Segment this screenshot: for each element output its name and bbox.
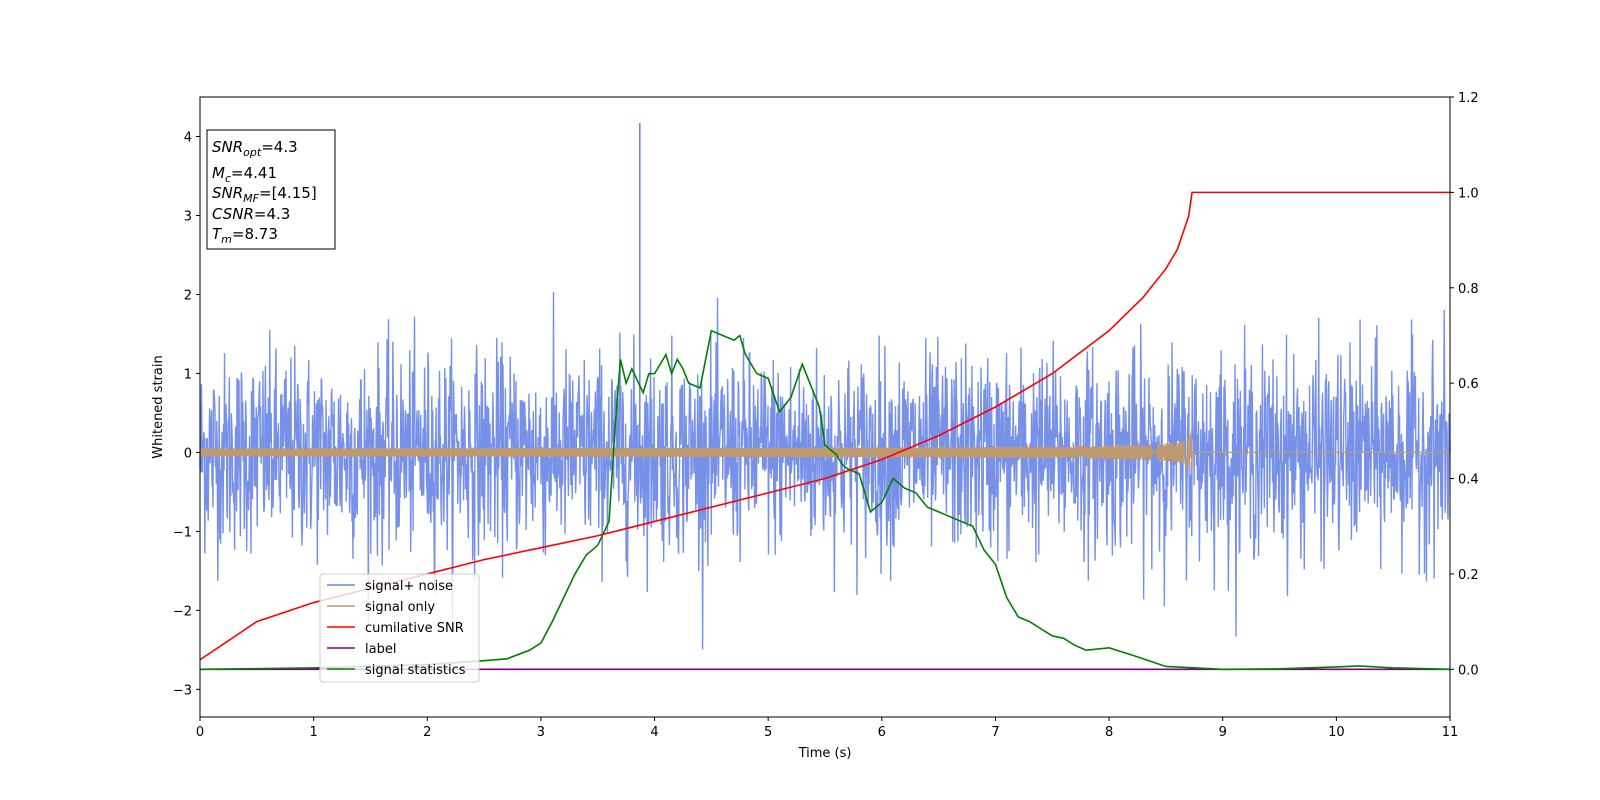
y2-tick-label: 0.8 xyxy=(1458,282,1479,297)
y-axis-right: 0.0 0.2 0.4 0.6 0.8 1.0 1.2 xyxy=(1450,91,1479,678)
y-tick-label: 3 xyxy=(184,209,192,224)
legend: signal+ noise signal only cumilative SNR… xyxy=(319,573,480,683)
x-tick-label: 1 xyxy=(309,725,317,740)
x-tick-label: 11 xyxy=(1442,725,1459,740)
y-tick-label: −2 xyxy=(173,604,192,619)
y2-tick-label: 0.4 xyxy=(1458,473,1479,488)
info-box: SNRopt=4.3 Mc=4.41 SNRMF=[4.15] CSNR=4.3… xyxy=(206,129,336,250)
info-tm: Tm=8.73 xyxy=(212,225,278,246)
x-tick-label: 8 xyxy=(1105,725,1113,740)
plot-frame xyxy=(199,96,1451,718)
y2-tick-label: 0.0 xyxy=(1458,663,1479,678)
y-tick-label: 4 xyxy=(184,130,192,145)
signal-statistics-series-line xyxy=(199,329,1451,671)
x-tick-label: 0 xyxy=(196,725,204,740)
y2-tick-label: 0.6 xyxy=(1458,377,1479,392)
info-mc: Mc=4.41 xyxy=(212,164,277,185)
y2-tick-label: 0.2 xyxy=(1458,568,1479,583)
y-axis-title: Whitened strain xyxy=(151,355,166,458)
x-tick-label: 10 xyxy=(1328,725,1345,740)
y-tick-label: 2 xyxy=(184,288,192,303)
y-tick-label: −1 xyxy=(173,525,192,540)
x-tick-label: 5 xyxy=(764,725,772,740)
x-tick-label: 2 xyxy=(423,725,431,740)
y-tick-label: 0 xyxy=(184,446,192,461)
legend-label-signal-statistics: signal statistics xyxy=(365,663,466,678)
y-axis-left: −3 −2 −1 0 1 2 3 4 xyxy=(173,130,200,698)
legend-label-cumilative-snr: cumilative SNR xyxy=(365,621,464,636)
x-tick-label: 6 xyxy=(878,725,886,740)
legend-label-label: label xyxy=(365,642,396,657)
x-tick-label: 9 xyxy=(1219,725,1227,740)
legend-label-signal-only: signal only xyxy=(365,600,435,615)
signal-only-line xyxy=(199,430,1450,472)
legend-label-signal-plus-noise: signal+ noise xyxy=(365,579,453,594)
y2-tick-label: 1.0 xyxy=(1458,186,1479,201)
info-snr-opt: SNRopt=4.3 xyxy=(212,138,298,159)
y2-tick-label: 1.2 xyxy=(1458,91,1479,106)
x-axis: 0 1 2 3 4 5 6 7 8 9 10 11 xyxy=(196,717,1458,740)
x-tick-label: 3 xyxy=(537,725,545,740)
y-tick-label: −3 xyxy=(173,683,192,698)
signal-only-series xyxy=(199,430,1450,472)
info-snr-mf: SNRMF=[4.15] xyxy=(212,184,317,205)
signal-plus-noise-line xyxy=(199,292,1451,650)
x-tick-label: 4 xyxy=(650,725,658,740)
x-tick-label: 7 xyxy=(991,725,999,740)
info-csnr: CSNR=4.3 xyxy=(212,205,290,223)
signal-plus-noise-series xyxy=(199,123,1451,650)
y-tick-label: 1 xyxy=(184,367,192,382)
x-axis-title: Time (s) xyxy=(798,746,852,761)
